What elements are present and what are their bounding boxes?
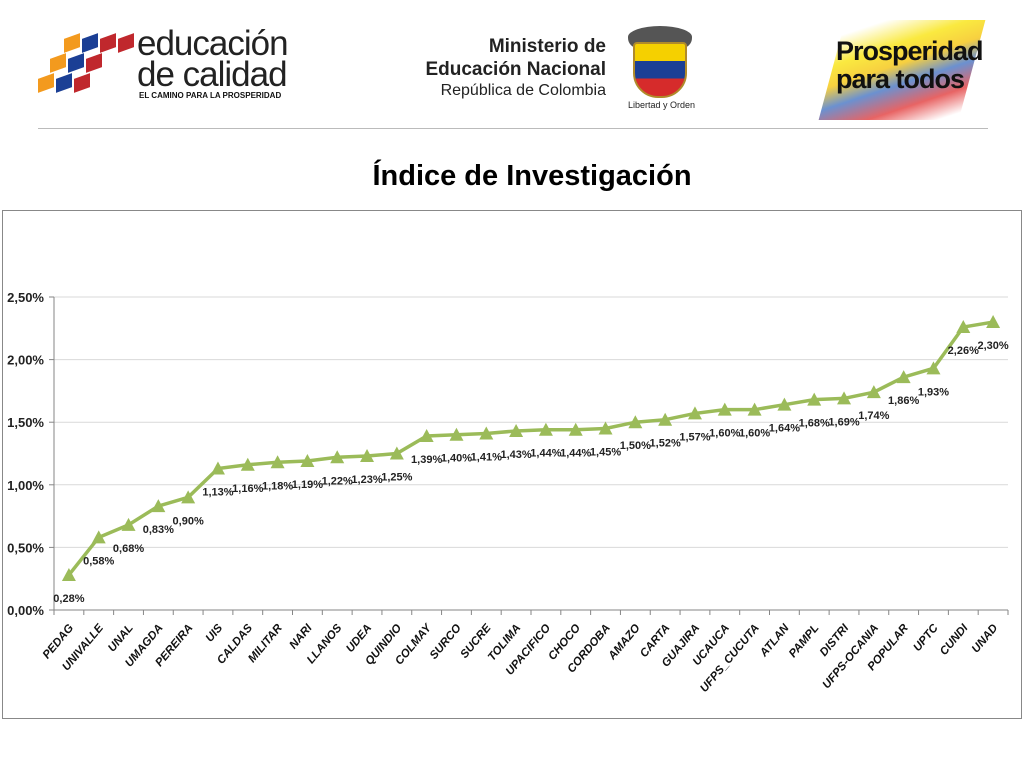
coat-of-arms-motto: Libertad y Orden bbox=[628, 100, 696, 110]
data-point-marker bbox=[240, 457, 255, 471]
data-point-marker bbox=[449, 427, 464, 441]
y-tick-label: 0,50% bbox=[7, 540, 44, 555]
data-label: 1,23% bbox=[351, 474, 382, 486]
data-label: 1,52% bbox=[650, 438, 681, 450]
data-label: 1,60% bbox=[709, 428, 740, 440]
x-tick-label: UNAD bbox=[970, 622, 1001, 655]
data-label: 1,50% bbox=[620, 440, 651, 452]
chart-title: Índice de Investigación bbox=[372, 160, 692, 192]
data-point-marker bbox=[598, 421, 613, 435]
data-label: 0,28% bbox=[53, 593, 84, 605]
coat-of-arms-shield-icon bbox=[633, 42, 687, 98]
data-label: 1,22% bbox=[322, 475, 353, 487]
x-tick-label: AMAZO bbox=[606, 622, 643, 663]
data-point-marker bbox=[538, 422, 553, 436]
data-point-marker bbox=[777, 397, 792, 411]
data-label: 1,41% bbox=[471, 451, 502, 463]
data-label: 1,18% bbox=[262, 480, 293, 492]
x-tick-label: SURCO bbox=[428, 622, 464, 662]
data-label: 0,58% bbox=[83, 555, 114, 567]
data-label: 0,68% bbox=[113, 543, 144, 555]
x-tick-label: UNAL bbox=[106, 622, 136, 654]
data-point-marker bbox=[210, 461, 225, 475]
x-tick-label: UPTC bbox=[911, 622, 941, 654]
data-point-marker bbox=[837, 391, 852, 405]
data-label: 1,74% bbox=[858, 410, 889, 422]
y-tick-label: 1,50% bbox=[7, 415, 44, 430]
data-label: 1,40% bbox=[441, 453, 472, 465]
data-label: 1,93% bbox=[918, 386, 949, 398]
data-label: 1,43% bbox=[500, 449, 531, 461]
data-label: 0,83% bbox=[143, 524, 174, 536]
data-label: 2,26% bbox=[948, 345, 979, 357]
data-label: 0,90% bbox=[173, 515, 204, 527]
data-label: 1,68% bbox=[799, 418, 830, 430]
data-label: 1,60% bbox=[739, 428, 770, 440]
educacion-logo-line2: de calidad bbox=[137, 55, 288, 94]
prosperidad-logo-line2: para todos bbox=[836, 64, 965, 94]
educacion-logo-tagline: EL CAMINO PARA LA PROSPERIDAD bbox=[139, 91, 282, 100]
data-label: 1,44% bbox=[560, 448, 591, 460]
ministry-line1: Ministerio de bbox=[488, 36, 606, 57]
x-tick-label: UDEA bbox=[344, 622, 374, 655]
y-tick-label: 1,00% bbox=[7, 478, 44, 493]
x-tick-label: UIS bbox=[204, 622, 226, 645]
prosperidad-logo-line1: Prosperidad bbox=[836, 36, 984, 66]
y-tick-label: 0,00% bbox=[7, 603, 44, 618]
header-divider bbox=[38, 128, 988, 129]
x-tick-label: NARI bbox=[287, 622, 315, 652]
data-point-marker bbox=[926, 361, 941, 375]
data-label: 1,86% bbox=[888, 395, 919, 407]
data-label: 1,25% bbox=[381, 472, 412, 484]
data-point-marker bbox=[181, 490, 196, 504]
data-label: 1,64% bbox=[769, 423, 800, 435]
data-point-marker bbox=[628, 415, 643, 429]
data-point-marker bbox=[807, 392, 822, 406]
data-point-marker bbox=[419, 428, 434, 442]
data-point-marker bbox=[896, 370, 911, 384]
educacion-logo-line1: educación bbox=[137, 24, 289, 63]
data-point-marker bbox=[747, 402, 762, 416]
y-tick-label: 2,50% bbox=[7, 290, 44, 305]
data-point-marker bbox=[986, 315, 1001, 329]
data-point-marker bbox=[270, 455, 285, 469]
chart-frame bbox=[2, 210, 1022, 719]
data-label: 1,16% bbox=[232, 483, 263, 495]
data-label: 1,39% bbox=[411, 454, 442, 466]
data-label: 1,57% bbox=[679, 431, 710, 443]
data-point-marker bbox=[479, 426, 494, 440]
data-label: 1,69% bbox=[828, 416, 859, 428]
data-point-marker bbox=[956, 320, 971, 334]
data-point-marker bbox=[151, 499, 166, 513]
data-point-marker bbox=[568, 422, 583, 436]
data-point-marker bbox=[330, 450, 345, 464]
data-point-marker bbox=[658, 412, 673, 426]
data-point-marker bbox=[61, 567, 76, 581]
data-point-marker bbox=[91, 530, 106, 544]
data-label: 2,30% bbox=[977, 340, 1008, 352]
data-label: 1,13% bbox=[202, 487, 233, 499]
data-point-marker bbox=[509, 423, 524, 437]
data-point-marker bbox=[687, 406, 702, 420]
data-point-marker bbox=[717, 402, 732, 416]
ministry-line3: República de Colombia bbox=[440, 82, 606, 99]
data-point-marker bbox=[121, 517, 136, 531]
x-tick-label: CUNDI bbox=[938, 622, 971, 658]
data-point-marker bbox=[389, 446, 404, 460]
series-line bbox=[67, 320, 994, 577]
ministry-line2: Educación Nacional bbox=[425, 59, 606, 80]
data-point-marker bbox=[360, 449, 375, 463]
data-point-marker bbox=[866, 385, 881, 399]
data-point-marker bbox=[300, 454, 315, 468]
data-label: 1,45% bbox=[590, 446, 621, 458]
y-tick-label: 2,00% bbox=[7, 353, 44, 368]
x-tick-label: ATLAN bbox=[757, 622, 792, 660]
x-tick-label: PAMPL bbox=[787, 622, 822, 660]
data-label: 1,19% bbox=[292, 479, 323, 491]
data-label: 1,44% bbox=[530, 448, 561, 460]
